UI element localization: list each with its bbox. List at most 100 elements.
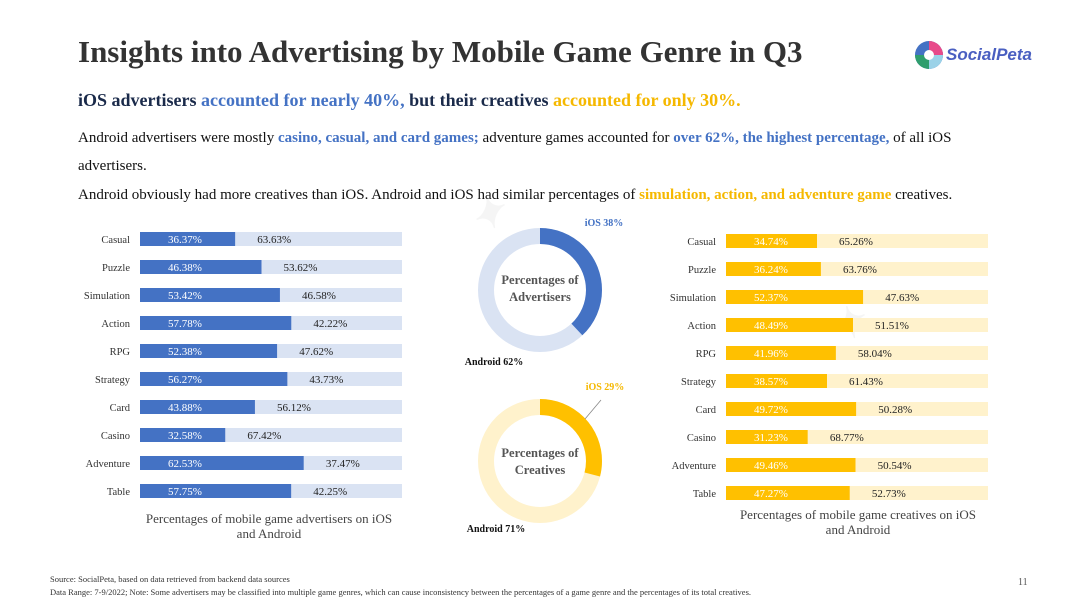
donut1-android-label: Android 62% [465, 357, 523, 368]
data-label-ios: 56.27% [168, 374, 202, 386]
subtitle-highlight-blue: accounted for nearly 40%, [201, 90, 405, 110]
data-label-ios: 41.96% [754, 348, 788, 360]
bar-android [807, 430, 988, 444]
data-label-ios: 57.75% [168, 486, 202, 498]
bar-ios [140, 428, 226, 442]
data-label-android: 37.47% [326, 458, 360, 470]
bar-ios [726, 430, 808, 444]
donut2-ios-label: iOS 29% [586, 382, 625, 393]
data-label-ios: 31.23% [754, 432, 788, 444]
data-label-android: 50.54% [878, 460, 912, 472]
bar-ios [726, 290, 864, 304]
bar-ios [726, 318, 854, 332]
bar-android [225, 428, 402, 442]
bar-android [849, 486, 988, 500]
data-label-android: 42.25% [313, 486, 347, 498]
bar-android [863, 290, 988, 304]
category-tick-label: Table [693, 489, 717, 500]
category-tick-label: RPG [110, 347, 131, 358]
data-label-android: 46.58% [302, 290, 336, 302]
data-label-ios: 62.53% [168, 458, 202, 470]
page-title: Insights into Advertising by Mobile Game… [78, 34, 803, 69]
data-label-ios: 43.88% [168, 402, 202, 414]
bar-android [303, 456, 402, 470]
insight-paragraph-advertisers: Android advertisers were mostly casino, … [78, 124, 1008, 180]
donut1-center-line1: Percentages of [501, 273, 579, 287]
data-label-ios: 36.37% [168, 234, 202, 246]
bar-ios [140, 288, 280, 302]
socialpeta-logo-icon [915, 41, 943, 69]
bar-ios [140, 456, 304, 470]
paragraph-text: of all iOS advertisers. [78, 130, 952, 174]
brand-logo: SocialPeta [914, 40, 1032, 70]
data-label-android: 58.04% [858, 348, 892, 360]
bar-android [287, 372, 402, 386]
paragraph-highlight: over 62%, the highest percentage, [673, 130, 890, 146]
category-tick-label: Action [687, 321, 716, 332]
data-label-ios: 48.49% [754, 320, 788, 332]
category-tick-label: Strategy [95, 375, 131, 386]
advertisers-donut-chart [478, 228, 602, 352]
subtitle-part: but their creatives [404, 90, 553, 110]
bar-android [827, 374, 988, 388]
donut2-center-line1: Percentages of [501, 446, 579, 460]
category-tick-label: Simulation [670, 293, 717, 304]
bar-ios [726, 402, 857, 416]
bar-android [254, 400, 402, 414]
data-label-ios: 49.72% [754, 404, 788, 416]
donut2-android-label: Android 71% [467, 524, 525, 535]
page-number: 11 [1018, 577, 1028, 588]
creatives-donut-chart [478, 399, 602, 523]
category-tick-label: Card [696, 405, 717, 416]
subtitle-part: iOS advertisers [78, 90, 201, 110]
bar-android [279, 288, 402, 302]
left-chart-title-line2: and Android [237, 526, 302, 541]
right-chart-title-line1: Percentages of mobile game creatives on … [740, 507, 976, 522]
bar-ios [726, 346, 836, 360]
category-tick-label: Puzzle [102, 263, 130, 274]
subtitle-highlight-gold: accounted for only 30%. [552, 90, 741, 110]
category-tick-label: Simulation [84, 291, 131, 302]
data-label-android: 42.22% [313, 318, 347, 330]
category-tick-label: Adventure [672, 461, 717, 472]
bar-ios [140, 484, 292, 498]
paragraph-highlight: casino, casual, and card games; [277, 130, 479, 146]
donut1-ios-label: iOS 38% [585, 218, 624, 229]
paragraph-highlight: simulation, action, and adventure game [639, 187, 892, 203]
data-label-android: 67.42% [247, 430, 281, 442]
donut-slice-ios [478, 399, 602, 523]
data-label-android: 65.26% [839, 236, 873, 248]
paragraph-text: Android advertisers were mostly [78, 130, 278, 146]
paragraph-text: creatives. [891, 187, 953, 203]
bar-ios [726, 486, 850, 500]
right-chart-title-line2: and Android [826, 522, 891, 537]
data-label-ios: 34.74% [754, 236, 788, 248]
data-label-android: 53.62% [284, 262, 318, 274]
bar-ios [726, 458, 856, 472]
bar-android [835, 346, 988, 360]
bar-ios [140, 260, 262, 274]
bar-ios [140, 232, 236, 246]
bar-android [820, 262, 988, 276]
bar-android [853, 318, 988, 332]
subtitle: iOS advertisers accounted for nearly 40%… [78, 90, 741, 111]
paragraph-text: adventure games accounted for [478, 130, 674, 146]
data-label-ios: 53.42% [168, 290, 202, 302]
category-tick-label: Table [107, 487, 131, 498]
insight-paragraph-creatives: Android obviously had more creatives tha… [78, 181, 1008, 209]
bar-android [856, 402, 988, 416]
footer-source: Source: SocialPeta, based on data retrie… [50, 574, 290, 584]
advertisers-bar-chart: Casual 36.37% 63.63% Puzzle 46.38% 53.62% Simu… [84, 232, 402, 498]
data-label-ios: 52.38% [168, 346, 202, 358]
bar-android [855, 458, 988, 472]
bar-ios [726, 262, 821, 276]
bar-android [817, 234, 988, 248]
data-label-ios: 57.78% [168, 318, 202, 330]
bar-ios [140, 344, 278, 358]
bar-ios [726, 234, 818, 248]
bar-android [235, 232, 402, 246]
bar-android [291, 316, 402, 330]
data-label-ios: 32.58% [168, 430, 202, 442]
category-tick-label: Casual [101, 235, 130, 246]
